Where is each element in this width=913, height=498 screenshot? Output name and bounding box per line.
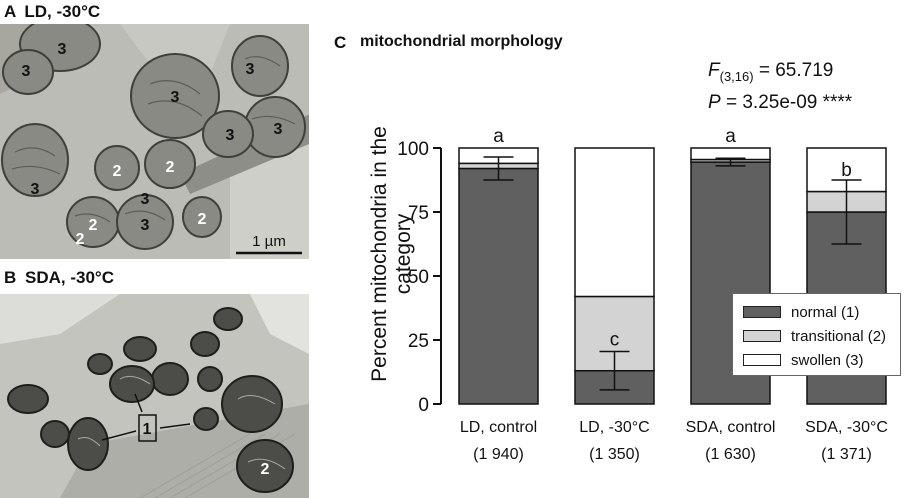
bar-segment-normal	[458, 167, 539, 405]
legend-swatch-normal	[743, 306, 781, 318]
micrograph-a-label: 3	[31, 181, 40, 198]
legend-item-swollen: swollen (3)	[743, 351, 864, 369]
f-label: F	[708, 60, 720, 81]
legend-label-normal: normal (1)	[791, 303, 860, 321]
p-label: P	[708, 91, 721, 113]
panel-a-heading: A LD, -30°C	[4, 2, 100, 22]
chart-title: mitochondrial morphology	[360, 33, 563, 50]
x-tick-label: LD, -30°C	[579, 419, 649, 436]
p-value: = 3.25e-09 ****	[725, 91, 853, 113]
micrograph-a-label: 3	[171, 89, 180, 106]
x-tick-count: (1 940)	[473, 446, 524, 463]
legend-label-swollen: swollen (3)	[791, 351, 864, 369]
micrograph-a-label: 3	[141, 191, 150, 208]
micrograph-a-label: 2	[113, 163, 122, 180]
x-tick-label: SDA, -30°C	[805, 419, 888, 436]
micrograph-b-label: 1	[143, 421, 152, 438]
legend: normal (1) transitional (2) swollen (3)	[732, 293, 901, 376]
bar-segment-swollen	[574, 147, 655, 298]
significance-letter: a	[493, 126, 504, 147]
micrograph-a-label: 2	[198, 211, 207, 228]
legend-item-transitional: transitional (2)	[743, 327, 887, 345]
y-tick-label: 0	[418, 395, 429, 416]
micrograph-a-label: 3	[274, 121, 283, 138]
panel-b-title: SDA, -30°C	[25, 268, 114, 287]
micrograph-b-label: 2	[261, 461, 270, 478]
y-tick-label: 100	[397, 139, 429, 160]
micrograph-b-image: 1 2	[0, 294, 309, 498]
significance-letter: b	[841, 160, 852, 181]
y-tick-label: 50	[408, 267, 429, 288]
x-tick-label: LD, control	[460, 419, 537, 436]
micrograph-a-label: 3	[141, 217, 150, 234]
legend-label-transitional: transitional (2)	[791, 327, 887, 345]
panel-c-letter: C	[334, 33, 347, 52]
micrograph-a-label: 2	[166, 159, 175, 176]
scale-bar-label: 1 µm	[252, 233, 286, 250]
legend-swatch-transitional	[743, 330, 781, 342]
y-tick-label: 25	[408, 331, 429, 352]
x-tick-count: (1 371)	[821, 446, 872, 463]
f-value: = 65.719	[758, 60, 834, 81]
panel-a-letter: A	[4, 2, 16, 21]
significance-letter: c	[610, 330, 620, 351]
panel-a-title: LD, -30°C	[24, 2, 101, 21]
micrograph-a-label: 3	[226, 127, 235, 144]
micrograph-a-image: 3 3 3 3 3 3 3 2 2 2 2 3 3 2 1 µm	[0, 24, 309, 259]
micrograph-a-label: 3	[58, 41, 67, 58]
x-tick-count: (1 350)	[589, 446, 640, 463]
p-value-line: P = 3.25e-09 ****	[708, 90, 852, 116]
micrograph-a-label: 2	[76, 231, 85, 248]
f-statistic: F(3,16) = 65.719	[708, 58, 852, 90]
micrograph-a: 3 3 3 3 3 3 3 2 2 2 2 3 3 2 1 µm	[0, 24, 309, 259]
y-tick-label: 75	[408, 203, 429, 224]
highlight-box	[138, 414, 157, 442]
x-tick-label: SDA, control	[686, 419, 776, 436]
stats-block: F(3,16) = 65.719 P = 3.25e-09 ****	[708, 58, 852, 116]
micrograph-b: 1 2	[0, 294, 309, 498]
micrograph-a-label: 3	[246, 61, 255, 78]
panel-b-heading: B SDA, -30°C	[4, 268, 114, 288]
micrograph-a-label: 3	[22, 63, 31, 80]
f-subscript: (3,16)	[719, 68, 754, 84]
legend-swatch-swollen	[743, 354, 781, 366]
panel-b-letter: B	[4, 268, 17, 287]
x-tick-count: (1 630)	[705, 446, 756, 463]
legend-item-normal: normal (1)	[743, 303, 860, 321]
significance-letter: a	[725, 126, 736, 147]
micrograph-a-label: 2	[89, 217, 98, 234]
